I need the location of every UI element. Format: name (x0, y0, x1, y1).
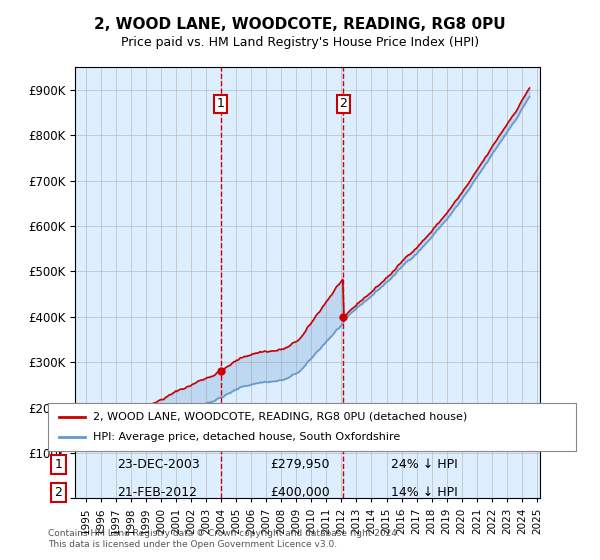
Text: 2: 2 (340, 97, 347, 110)
Text: 1: 1 (217, 97, 224, 110)
Text: 1: 1 (55, 458, 62, 472)
Text: 2, WOOD LANE, WOODCOTE, READING, RG8 0PU: 2, WOOD LANE, WOODCOTE, READING, RG8 0PU (94, 17, 506, 32)
Text: 24% ↓ HPI: 24% ↓ HPI (391, 458, 458, 472)
Text: HPI: Average price, detached house, South Oxfordshire: HPI: Average price, detached house, Sout… (93, 432, 400, 442)
Text: Contains HM Land Registry data © Crown copyright and database right 2024.
This d: Contains HM Land Registry data © Crown c… (48, 529, 400, 549)
Text: 21-FEB-2012: 21-FEB-2012 (116, 486, 197, 500)
Text: 2, WOOD LANE, WOODCOTE, READING, RG8 0PU (detached house): 2, WOOD LANE, WOODCOTE, READING, RG8 0PU… (93, 412, 467, 422)
Text: 14% ↓ HPI: 14% ↓ HPI (391, 486, 458, 500)
Text: 2: 2 (55, 486, 62, 500)
Text: 23-DEC-2003: 23-DEC-2003 (116, 458, 199, 472)
Text: £400,000: £400,000 (270, 486, 329, 500)
Text: Price paid vs. HM Land Registry's House Price Index (HPI): Price paid vs. HM Land Registry's House … (121, 36, 479, 49)
Text: £279,950: £279,950 (270, 458, 329, 472)
